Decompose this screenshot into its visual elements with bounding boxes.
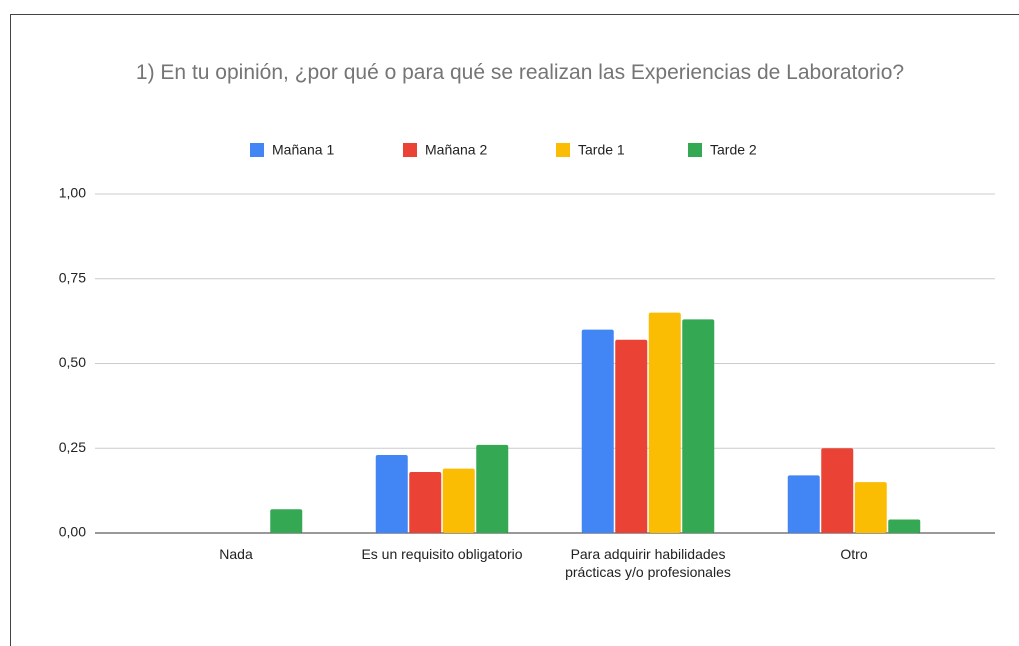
bar [854, 482, 887, 533]
x-tick-label: Otro [840, 546, 868, 562]
bar [442, 468, 475, 533]
bar [476, 444, 509, 533]
x-tick-label: Es un requisito obligatorio [361, 546, 523, 562]
y-tick-label: 0,50 [59, 354, 86, 370]
bar [581, 329, 614, 533]
legend-label: Tarde 1 [578, 142, 625, 158]
legend-swatch [250, 143, 264, 157]
y-tick-label: 1,00 [59, 185, 86, 201]
legend-label: Mañana 1 [272, 142, 334, 158]
x-tick-label: Para adquirir habilidades prácticas y/o … [565, 546, 731, 580]
legend-label: Tarde 2 [710, 142, 757, 158]
bar [821, 448, 854, 533]
y-tick-label: 0,25 [59, 439, 86, 455]
x-tick-label: Nada [219, 546, 253, 562]
bar [648, 312, 681, 533]
frame [10, 14, 1019, 646]
legend-swatch [688, 143, 702, 157]
legend-swatch [403, 143, 417, 157]
legend-swatch [556, 143, 570, 157]
y-tick-label: 0,00 [59, 524, 86, 540]
bar [787, 475, 820, 533]
bar [409, 471, 442, 533]
legend-label: Mañana 2 [425, 142, 487, 158]
bar [888, 519, 921, 533]
bar [682, 319, 715, 533]
bar [375, 455, 408, 533]
y-tick-label: 0,75 [59, 269, 86, 285]
bar [270, 509, 303, 533]
bar [615, 339, 648, 533]
chart-title: 1) En tu opinión, ¿por qué o para qué se… [135, 61, 905, 84]
